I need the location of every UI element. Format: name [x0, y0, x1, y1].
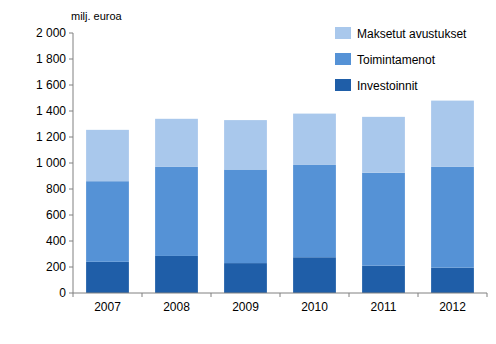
y-tick-label: 400	[46, 234, 66, 248]
bar	[431, 167, 474, 268]
legend-swatch	[335, 53, 351, 65]
y-tick	[69, 111, 73, 112]
y-tick-label: 600	[46, 208, 66, 222]
bar	[155, 167, 198, 256]
bar	[362, 266, 405, 293]
y-tick	[69, 293, 73, 294]
legend: Maksetut avustukset Toimintamenot Investoi…	[335, 27, 467, 93]
bars	[86, 101, 474, 293]
x-tick-label: 2010	[301, 300, 328, 314]
y-tick	[69, 189, 73, 190]
y-tick-label: 1 400	[36, 104, 66, 118]
y-tick	[69, 85, 73, 86]
bar	[155, 119, 198, 167]
bar	[86, 130, 129, 181]
x-tick	[142, 293, 143, 297]
x-tick-label: 2012	[439, 300, 466, 314]
bar	[362, 117, 405, 173]
chart-container: 0 200 400 600 800 1 000 1 200 1 400 1 600 1 800 2 …	[0, 0, 496, 344]
bar	[224, 170, 267, 264]
x-tick-label: 2011	[371, 300, 397, 314]
y-tick-label: 1 600	[36, 78, 66, 92]
x-tick	[487, 293, 488, 297]
y-axis	[73, 33, 74, 293]
chart: 0 200 400 600 800 1 000 1 200 1 400 1 600 1 800 2 …	[0, 0, 496, 344]
y-tick	[69, 267, 73, 268]
legend-label: Investoinnit	[357, 79, 418, 93]
y-tick	[69, 137, 73, 138]
y-tick-label: 200	[46, 260, 66, 274]
bar	[293, 165, 336, 257]
legend-label: Maksetut avustukset	[357, 27, 467, 41]
bar	[293, 114, 336, 165]
bar	[431, 268, 474, 293]
x-tick	[211, 293, 212, 297]
legend-swatch	[335, 27, 351, 39]
bar	[224, 120, 267, 169]
y-tick-label: 0	[59, 286, 66, 300]
y-tick-label: 1 800	[36, 52, 66, 66]
bar	[362, 173, 405, 266]
bar	[293, 257, 336, 293]
x-tick-label: 2008	[163, 300, 190, 314]
x-tick	[280, 293, 281, 297]
y-tick	[69, 33, 73, 34]
bar	[224, 263, 267, 293]
y-tick	[69, 59, 73, 60]
bar	[86, 181, 129, 262]
y-tick	[69, 215, 73, 216]
y-tick	[69, 163, 73, 164]
x-tick	[418, 293, 419, 297]
x-tick-label: 2007	[94, 300, 121, 314]
y-axis-label: milj. euroa	[71, 10, 123, 22]
bar	[431, 101, 474, 167]
bar	[86, 262, 129, 293]
y-tick	[69, 241, 73, 242]
bar	[155, 256, 198, 293]
y-tick-label: 800	[46, 182, 66, 196]
y-tick-label: 1 200	[36, 130, 66, 144]
legend-label: Toimintamenot	[357, 53, 436, 67]
y-tick-label: 2 000	[36, 26, 66, 40]
x-tick-label: 2009	[232, 300, 259, 314]
x-tick	[349, 293, 350, 297]
x-tick	[73, 293, 74, 297]
legend-swatch	[335, 79, 351, 91]
y-tick-label: 1 000	[36, 156, 66, 170]
